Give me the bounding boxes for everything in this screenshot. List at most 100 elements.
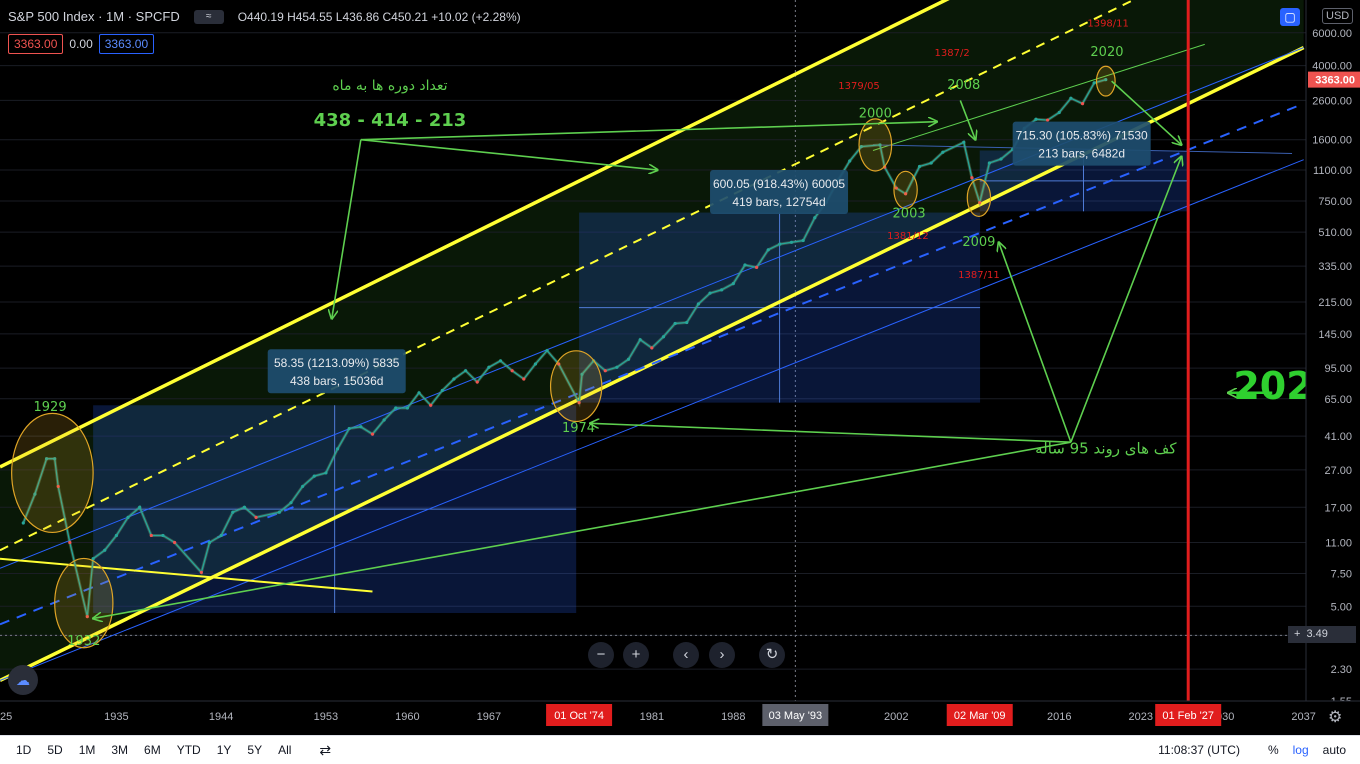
- range-3m[interactable]: 3M: [111, 743, 129, 757]
- plot-area: 58.35 (1213.09%) 5835 438 bars, 15036d 600…: [0, 0, 1306, 701]
- zoom-in-button[interactable]: +: [623, 642, 649, 668]
- date-range-icon[interactable]: ⇄: [319, 741, 332, 758]
- price-point: [673, 321, 677, 326]
- price-point: [522, 377, 526, 381]
- price-point: [1104, 78, 1108, 82]
- time-marker-badge: [546, 704, 613, 726]
- chart-annotation: 1929: [34, 400, 67, 415]
- tradingview-logo-icon[interactable]: ☁: [8, 665, 38, 695]
- price-point: [510, 369, 514, 373]
- compare-button[interactable]: ≈: [193, 9, 224, 24]
- chart-annotation: 2009: [962, 235, 995, 250]
- price-point: [1045, 118, 1050, 122]
- time-tick-label: 1925: [0, 711, 12, 723]
- time-marker-badge: [1155, 704, 1222, 726]
- price-point: [242, 505, 247, 509]
- price-point: [903, 192, 908, 196]
- price-point: [962, 140, 966, 144]
- time-tick-label: 1935: [104, 711, 128, 723]
- range-all[interactable]: All: [278, 743, 292, 757]
- log-toggle[interactable]: log: [1292, 743, 1309, 757]
- price-tick-label: 750.00: [1318, 196, 1352, 208]
- crosshair-value: 3.49: [1306, 628, 1328, 640]
- price-tick-label: 11.00: [1325, 537, 1352, 549]
- price-point: [789, 240, 794, 244]
- gear-icon[interactable]: ⚙: [1328, 709, 1343, 726]
- price-point: [417, 391, 421, 395]
- plus-icon[interactable]: +: [1294, 628, 1301, 640]
- range-6m[interactable]: 6M: [144, 743, 161, 757]
- range-label-bg: [1012, 121, 1151, 166]
- reset-chart-button[interactable]: ↻: [759, 642, 785, 668]
- price-point: [650, 346, 654, 350]
- price-tick-label: 1100.00: [1313, 165, 1352, 177]
- scroll-right-button[interactable]: ›: [709, 642, 735, 668]
- price-tick-label: 6000.00: [1312, 28, 1352, 40]
- time-tick-label: 1988: [721, 711, 745, 723]
- price-point: [941, 150, 945, 154]
- price-point: [1034, 117, 1038, 121]
- price-point: [277, 510, 281, 514]
- zoom-out-button[interactable]: −: [588, 642, 614, 668]
- price-point: [161, 533, 165, 538]
- price-point: [848, 159, 852, 163]
- screenshot-icon[interactable]: ▢: [1280, 8, 1300, 26]
- price-point: [1069, 96, 1073, 100]
- price-series: [22, 78, 1106, 617]
- annotation-arrow: [1111, 80, 1182, 145]
- annotation-arrow: [360, 122, 937, 141]
- time-tick-label: 2037: [1291, 711, 1315, 723]
- price-point: [754, 265, 759, 269]
- time-marker-badge: [946, 704, 1013, 726]
- range-5d[interactable]: 5D: [47, 743, 63, 757]
- price-point: [778, 242, 782, 246]
- highlight-ellipse: [893, 170, 918, 210]
- price-point: [324, 471, 328, 475]
- annotation-arrow: [590, 423, 1071, 444]
- chart-annotation: تعداد دوره ها به ماه: [332, 78, 447, 94]
- price-point: [1092, 81, 1096, 85]
- annotation-arrow: [959, 100, 975, 139]
- chart-annotation: 1381/12: [887, 231, 929, 242]
- price-tick-label: 335.00: [1318, 261, 1352, 273]
- range-1d[interactable]: 1D: [16, 743, 32, 757]
- price-point: [696, 302, 700, 306]
- range-ytd[interactable]: YTD: [176, 743, 201, 757]
- price-point: [382, 418, 386, 422]
- clock-time: 11:08:37 (UTC): [1158, 743, 1240, 757]
- chart-annotation: 2008: [947, 78, 980, 93]
- time-tick-label: 1960: [395, 711, 419, 723]
- price-tick-label: 215.00: [1318, 297, 1352, 309]
- range-label-line2: 213 bars, 6482d: [1038, 147, 1125, 161]
- price-point: [207, 540, 212, 545]
- price-point: [44, 457, 49, 461]
- range-label-line2: 419 bars, 12754d: [732, 195, 825, 209]
- range-label-1: 58.35 (1213.09%) 5835 438 bars, 15036d: [267, 349, 406, 394]
- auto-toggle[interactable]: auto: [1322, 743, 1346, 757]
- price-point: [359, 425, 363, 429]
- price-point: [126, 515, 130, 520]
- indicator-value-2: 0.00: [69, 37, 93, 51]
- range-1y[interactable]: 1Y: [216, 743, 232, 757]
- annotation-arrow: [999, 242, 1072, 443]
- price-point: [463, 369, 468, 373]
- highlight-ellipse: [549, 350, 603, 423]
- time-marker-label: 01 Oct '74: [554, 710, 604, 722]
- time-tick-label: 1981: [640, 711, 664, 723]
- range-1m[interactable]: 1M: [78, 743, 96, 757]
- percent-toggle[interactable]: %: [1267, 743, 1279, 757]
- bottom-toolbar: 1D 5D 1M 3M 6M YTD 1Y 5Y All ⇄ 11:08:37 …: [0, 735, 1360, 764]
- currency-label[interactable]: USD: [1322, 8, 1354, 24]
- trendline-channel-mid: [0, 0, 1136, 552]
- price-point: [85, 615, 89, 619]
- price-point: [533, 362, 538, 366]
- price-point: [661, 335, 666, 339]
- range-label-3: 715.30 (105.83%) 71530 213 bars, 6482d: [1012, 121, 1151, 166]
- time-marker-label: 03 May '93: [769, 710, 822, 722]
- price-point: [603, 369, 607, 373]
- range-5y[interactable]: 5Y: [247, 743, 263, 757]
- time-tick-label: 1967: [477, 711, 501, 723]
- chart-annotation: 2003: [893, 207, 926, 222]
- scroll-left-button[interactable]: ‹: [673, 642, 699, 668]
